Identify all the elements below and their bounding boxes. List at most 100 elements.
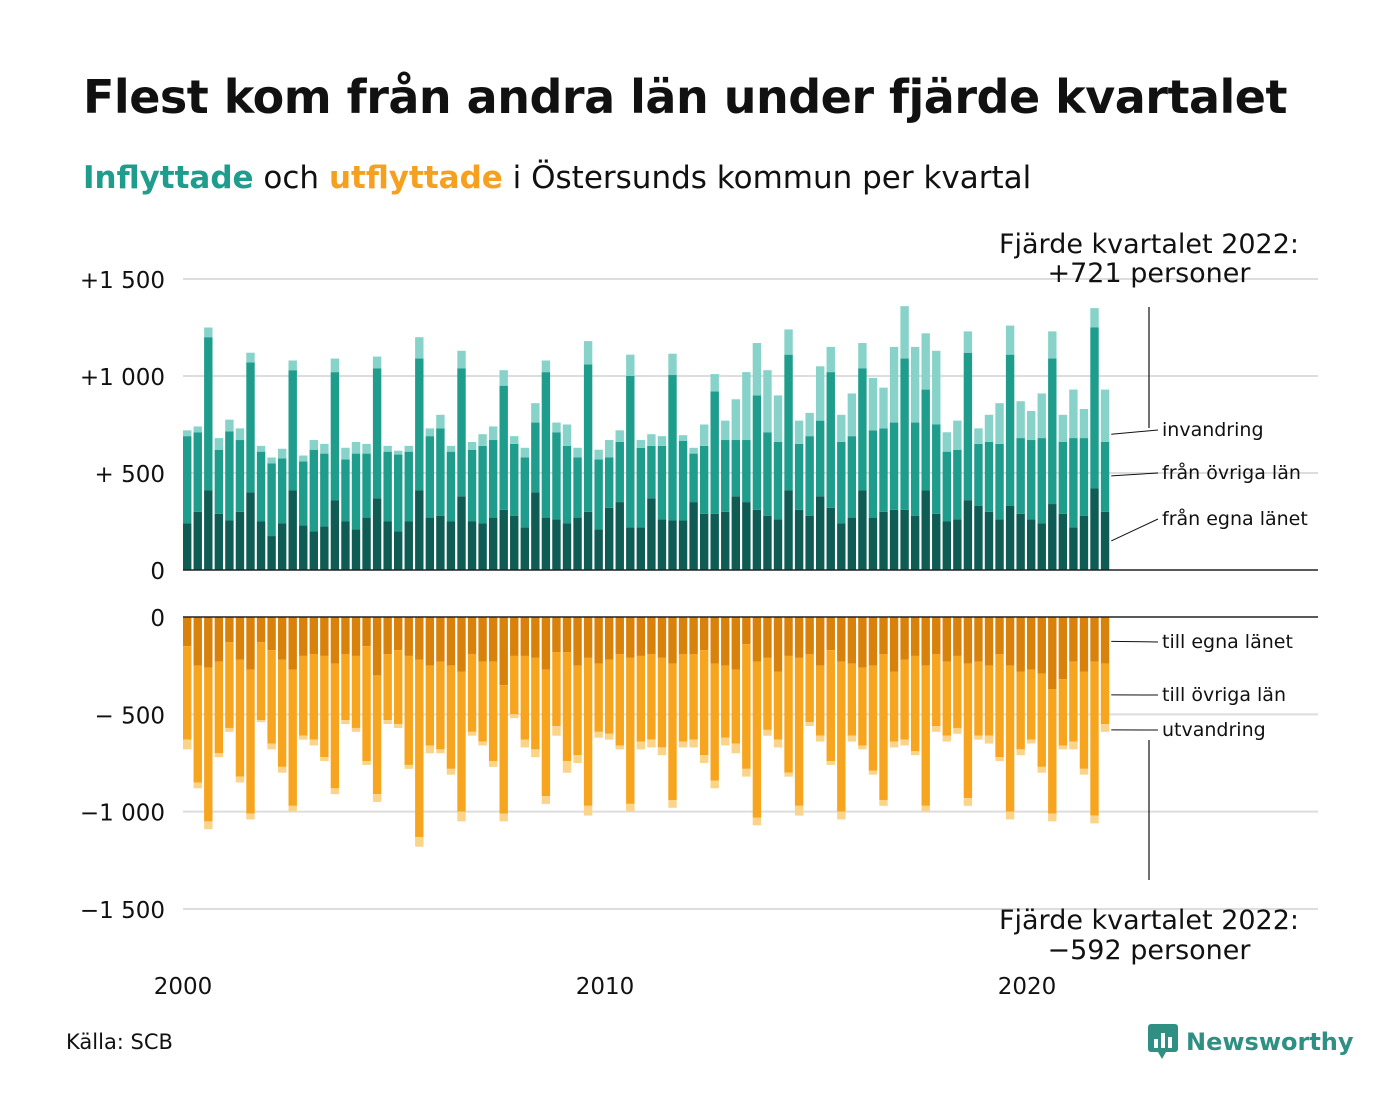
bar-out-egna	[552, 617, 561, 653]
bar-in-ovriga	[372, 368, 382, 499]
bar-in-invandring	[383, 445, 392, 452]
bar-in-ovriga	[225, 431, 234, 521]
bar-out-utvandring	[1016, 749, 1025, 756]
bar-out-egna	[583, 617, 593, 658]
bar-in-egna	[562, 523, 572, 570]
bar-in-egna	[974, 505, 983, 570]
bar-out-utvandring	[784, 772, 793, 777]
bar-out-ovriga	[932, 653, 941, 727]
bar-out-egna	[488, 617, 498, 662]
bar-out-ovriga	[225, 642, 234, 728]
bar-out-ovriga	[879, 653, 888, 800]
bar-in-egna	[204, 490, 213, 570]
bar-in-invandring	[984, 414, 994, 442]
bar-in-invandring	[900, 306, 909, 359]
bar-out-egna	[963, 617, 973, 664]
bar-out-utvandring	[383, 720, 392, 725]
bar-out-egna	[446, 617, 456, 666]
bar-in-invandring	[995, 403, 1004, 444]
bar-in-ovriga	[689, 453, 698, 503]
bar-out-ovriga	[1016, 671, 1025, 750]
bar-out-utvandring	[467, 731, 477, 736]
bar-out-egna	[320, 617, 329, 656]
bar-out-ovriga	[520, 655, 529, 740]
bar-out-utvandring	[520, 739, 529, 748]
bar-out-utvandring	[1090, 815, 1099, 824]
bar-in-ovriga	[699, 445, 709, 514]
bar-out-utvandring	[847, 735, 857, 742]
bar-out-utvandring	[953, 727, 962, 734]
bar-out-ovriga	[394, 650, 403, 725]
bar-out-egna	[467, 617, 477, 654]
bar-out-utvandring	[605, 733, 614, 740]
bar-out-utvandring	[541, 796, 551, 804]
bar-out-egna	[204, 617, 213, 668]
bar-out-egna	[1027, 617, 1036, 670]
bar-out-ovriga	[731, 669, 740, 744]
bar-in-egna	[742, 502, 751, 570]
bar-out-utvandring	[415, 836, 424, 847]
bar-in-egna	[1100, 511, 1110, 570]
bar-out-utvandring	[573, 755, 582, 763]
bar-out-ovriga	[425, 665, 435, 746]
bar-in-ovriga	[647, 445, 656, 499]
bar-in-invandring	[1037, 393, 1046, 439]
bar-in-invandring	[267, 457, 276, 464]
bar-out-ovriga	[246, 669, 255, 814]
bar-in-ovriga	[594, 459, 603, 530]
bar-out-ovriga	[415, 659, 424, 837]
bar-out-egna	[689, 617, 698, 654]
bar-in-ovriga	[309, 449, 318, 532]
bar-in-ovriga	[510, 443, 519, 516]
bar-in-invandring	[626, 354, 635, 376]
bar-out-ovriga	[309, 653, 318, 740]
bar-in-egna	[699, 513, 709, 570]
bar-out-utvandring	[299, 735, 308, 740]
bar-in-ovriga	[1090, 327, 1099, 489]
bar-in-ovriga	[794, 443, 804, 510]
bar-out-ovriga	[1079, 671, 1089, 769]
bar-in-invandring	[562, 424, 572, 446]
bar-out-utvandring	[837, 811, 846, 820]
bar-out-egna	[1016, 617, 1025, 672]
bar-out-ovriga	[858, 667, 867, 746]
bar-out-ovriga	[488, 661, 498, 762]
bar-in-egna	[678, 520, 688, 570]
bar-out-egna	[932, 617, 941, 654]
bar-in-invandring	[214, 438, 224, 450]
segment-label-out: utvandring	[1162, 719, 1266, 741]
bar-in-ovriga	[615, 441, 624, 503]
bar-in-egna	[636, 527, 646, 570]
bar-out-egna	[721, 617, 730, 666]
bar-in-invandring	[953, 420, 962, 450]
bar-in-ovriga	[425, 436, 435, 518]
bar-in-ovriga	[1079, 438, 1089, 516]
bar-out-utvandring	[1027, 739, 1036, 744]
bar-in-invandring	[636, 440, 646, 448]
bar-out-ovriga	[1027, 669, 1036, 740]
bar-out-utvandring	[183, 739, 192, 750]
bar-out-utvandring	[816, 735, 825, 742]
bar-out-ovriga	[235, 659, 245, 777]
bar-out-egna	[910, 617, 920, 656]
bar-out-ovriga	[721, 665, 730, 738]
bar-out-egna	[1058, 617, 1068, 680]
segment-label-out: till egna länet	[1162, 631, 1293, 653]
bar-in-invandring	[299, 455, 308, 462]
bar-out-ovriga	[953, 655, 962, 728]
bar-in-ovriga	[953, 449, 962, 520]
bar-out-egna	[953, 617, 962, 656]
bar-in-egna	[330, 500, 340, 570]
bar-in-egna	[541, 517, 551, 570]
bar-in-ovriga	[267, 463, 276, 537]
bar-out-egna	[425, 617, 435, 666]
bar-in-egna	[425, 517, 435, 570]
bar-out-utvandring	[246, 813, 255, 820]
bar-in-ovriga	[868, 430, 878, 518]
bar-in-egna	[467, 521, 477, 570]
bar-out-ovriga	[341, 653, 350, 721]
bar-in-invandring	[394, 450, 403, 455]
bar-out-egna	[868, 617, 878, 666]
bar-out-egna	[478, 617, 487, 662]
bar-out-utvandring	[963, 798, 973, 806]
